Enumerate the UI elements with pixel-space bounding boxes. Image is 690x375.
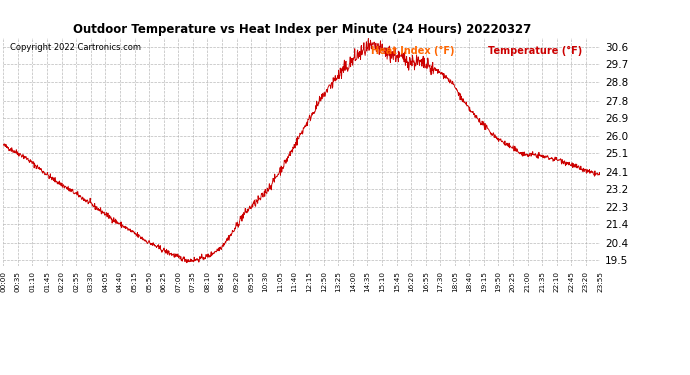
Title: Outdoor Temperature vs Heat Index per Minute (24 Hours) 20220327: Outdoor Temperature vs Heat Index per Mi… [72, 23, 531, 36]
Text: Copyright 2022 Cartronics.com: Copyright 2022 Cartronics.com [10, 43, 141, 52]
Text: Temperature (°F): Temperature (°F) [488, 45, 582, 56]
Text: Heat Index (°F): Heat Index (°F) [371, 45, 454, 56]
